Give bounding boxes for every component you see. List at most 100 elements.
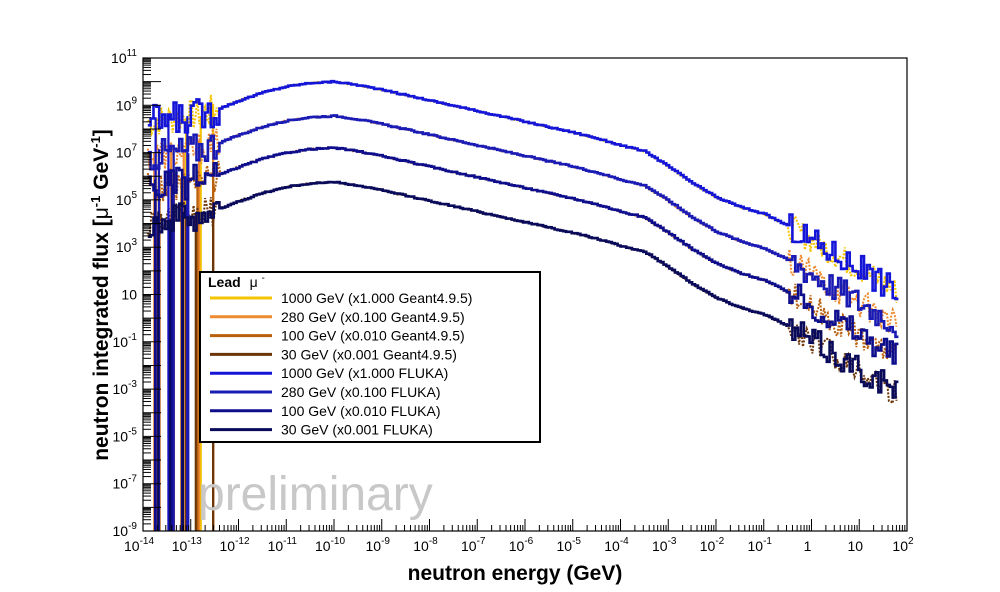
legend-label: 280 GeV (x0.100 FLUKA) [281, 384, 441, 400]
y-tick-sup: 5 [131, 190, 137, 201]
y-tick-base: 10 [113, 381, 129, 397]
y-tick-label: 10-1 [113, 332, 138, 350]
y-tick-base: 10 [116, 145, 132, 161]
y-tick-label: 10-5 [113, 426, 138, 444]
y-tick-base: 10 [113, 476, 129, 492]
legend-entry: 1000 GeV (x1.000 FLUKA) [210, 365, 448, 381]
series-curve [147, 146, 899, 365]
legend-label: 100 GeV (x0.010 FLUKA) [281, 403, 441, 419]
y-tick-base: 10 [121, 287, 137, 303]
x-tick-sup: -9 [381, 536, 390, 547]
y-tick-base: 10 [111, 50, 127, 66]
legend-title-symbol: μ [250, 274, 258, 290]
legend-title: Lead μ - [208, 273, 265, 290]
y-tick-base: 10 [116, 239, 132, 255]
x-tick-sup: 2 [908, 536, 914, 547]
y-tick-sup: -9 [128, 521, 137, 532]
y-tick-sup: 9 [131, 95, 137, 106]
y-tick-label: 10-7 [113, 474, 138, 492]
x-tick-sup: -8 [429, 536, 438, 547]
x-tick-sup: -12 [235, 536, 250, 547]
x-tick-base: 1 [804, 538, 812, 554]
y-tick-label: 1011 [111, 48, 137, 66]
y-tick-label: 103 [116, 237, 138, 255]
y-tick-sup: -5 [128, 426, 137, 437]
x-tick-sup: -4 [620, 536, 629, 547]
y-tick-sup: -1 [128, 332, 137, 343]
x-tick-sup: -11 [283, 536, 297, 547]
x-tick-sup: -6 [524, 536, 533, 547]
legend-label: 280 GeV (x0.100 Geant4.9.5) [281, 309, 465, 325]
x-tick-label: 10-4 [604, 536, 629, 554]
legend-entry: 30 GeV (x0.001 Geant4.9.5) [210, 346, 457, 362]
x-tick-base: 10 [748, 538, 764, 554]
y-axis-title-mu: μ [90, 207, 113, 219]
x-tick-base: 10 [268, 538, 284, 554]
legend-entry: 100 GeV (x0.010 FLUKA) [210, 403, 441, 419]
x-tick-label: 10 [847, 538, 863, 554]
legend-entries: 1000 GeV (x1.000 Geant4.9.5) 280 GeV (x0.… [210, 290, 472, 438]
x-tick-label: 10-11 [268, 536, 298, 554]
y-tick-label: 10 [121, 287, 137, 303]
y-axis-title-close: ] [90, 129, 113, 136]
x-tick-base: 10 [557, 538, 573, 554]
x-tick-base: 10 [892, 538, 908, 554]
legend-label: 1000 GeV (x1.000 FLUKA) [281, 365, 448, 381]
y-tick-base: 10 [116, 192, 132, 208]
x-tick-base: 10 [413, 538, 429, 554]
x-tick-base: 10 [604, 538, 620, 554]
y-axis-title: neutron integrated flux [μ-1 GeV-1] [88, 129, 113, 461]
legend-entry: 30 GeV (x0.001 FLUKA) [210, 422, 433, 438]
x-tick-sup: -5 [572, 536, 581, 547]
x-tick-label: 102 [892, 536, 914, 554]
x-tick-label: 10-8 [413, 536, 438, 554]
legend-entry: 1000 GeV (x1.000 Geant4.9.5) [210, 290, 472, 306]
x-tick-label: 10-2 [700, 536, 725, 554]
legend-box [199, 271, 541, 443]
x-tick-sup: -13 [187, 536, 202, 547]
y-tick-base: 10 [113, 523, 129, 539]
x-axis-title: neutron energy (GeV) [408, 562, 623, 585]
legend-entry: 280 GeV (x0.100 Geant4.9.5) [210, 309, 465, 325]
x-tick-sup: -14 [140, 536, 155, 547]
x-tick-label: 1 [804, 538, 812, 554]
y-tick-sup: 3 [131, 237, 137, 248]
x-tick-base: 10 [847, 538, 863, 554]
legend-title-material: Lead [208, 274, 241, 290]
legend-entry: 100 GeV (x0.010 Geant4.9.5) [210, 328, 465, 344]
legend-label: 1000 GeV (x1.000 Geant4.9.5) [281, 290, 472, 306]
y-tick-sup: 11 [127, 48, 138, 59]
legend-title-sup: - [262, 273, 265, 284]
tick-layer: 10-14 10-13 10-12 10-11 10-10 10-9 10-8 10-7 10-… [111, 48, 914, 554]
y-tick-label: 109 [116, 95, 138, 113]
x-tick-sup: -10 [331, 536, 346, 547]
x-tick-sup: -2 [715, 536, 724, 547]
series-curve [147, 114, 899, 339]
y-tick-base: 10 [113, 334, 129, 350]
x-tick-label: 10-7 [461, 536, 486, 554]
x-tick-label: 10-9 [366, 536, 391, 554]
x-tick-sup: -1 [763, 536, 772, 547]
legend: Lead μ - 1000 GeV (x1.000 Geant4.9.5) 280… [199, 271, 541, 443]
series-8 [147, 180, 899, 531]
y-tick-base: 10 [116, 97, 132, 113]
x-tick-label: 10-3 [652, 536, 677, 554]
y-axis-title-gev: GeV [90, 148, 113, 196]
y-axis-title-exp1: -1 [88, 196, 103, 208]
y-axis-title-main: neutron integrated flux [ [90, 219, 113, 461]
y-tick-label: 10-3 [113, 379, 138, 397]
legend-label: 30 GeV (x0.001 FLUKA) [281, 422, 433, 438]
y-axis-title-exp2: -1 [88, 136, 103, 148]
y-tick-sup: 7 [131, 143, 137, 154]
x-tick-base: 10 [219, 538, 235, 554]
x-tick-label: 10-10 [315, 536, 345, 554]
y-tick-sup: -3 [128, 379, 137, 390]
x-tick-base: 10 [315, 538, 331, 554]
x-tick-label: 10-12 [219, 536, 249, 554]
x-tick-base: 10 [700, 538, 716, 554]
x-tick-base: 10 [124, 538, 140, 554]
series-curve [147, 180, 899, 399]
x-tick-label: 10-1 [748, 536, 773, 554]
x-tick-label: 10-14 [124, 536, 154, 554]
